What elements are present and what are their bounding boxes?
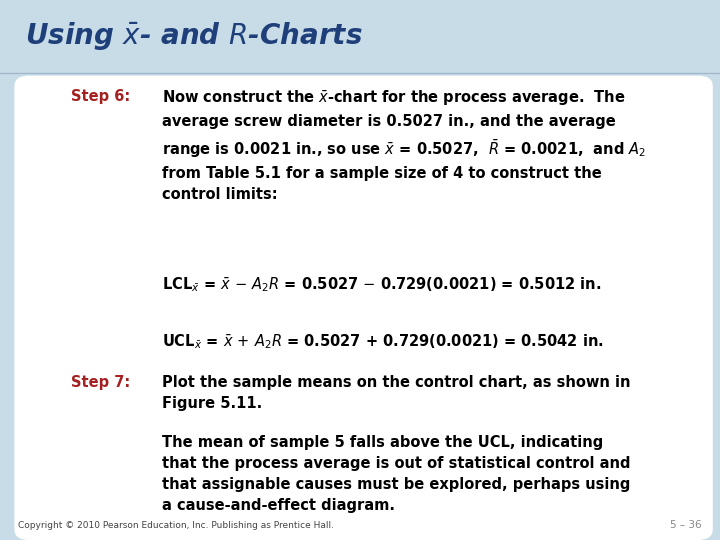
- Text: Step 6:: Step 6:: [71, 89, 130, 104]
- Text: 5 – 36: 5 – 36: [670, 520, 702, 530]
- FancyBboxPatch shape: [14, 76, 713, 540]
- Text: Copyright © 2010 Pearson Education, Inc. Publishing as Prentice Hall.: Copyright © 2010 Pearson Education, Inc.…: [18, 521, 334, 530]
- Text: UCL$_{\bar{x}}$ = $\bar{x}$ $+$ $A_2R$ = 0.5027 + 0.729(0.0021) = 0.5042 in.: UCL$_{\bar{x}}$ = $\bar{x}$ $+$ $A_2R$ =…: [162, 332, 604, 351]
- Text: Using $\bar{x}$- and $R$-Charts: Using $\bar{x}$- and $R$-Charts: [25, 21, 363, 52]
- Text: Plot the sample means on the control chart, as shown in
Figure 5.11.: Plot the sample means on the control cha…: [162, 375, 631, 411]
- Text: LCL$_{\bar{x}}$ = $\bar{x}$ $-$ $A_2R$ = 0.5027 $-$ 0.729(0.0021) = 0.5012 in.: LCL$_{\bar{x}}$ = $\bar{x}$ $-$ $A_2R$ =…: [162, 275, 601, 294]
- Text: Now construct the $\bar{x}$-chart for the process average.  The
average screw di: Now construct the $\bar{x}$-chart for th…: [162, 89, 646, 202]
- Text: Step 7:: Step 7:: [71, 375, 130, 390]
- Text: The mean of sample 5 falls above the UCL, indicating
that the process average is: The mean of sample 5 falls above the UCL…: [162, 435, 631, 512]
